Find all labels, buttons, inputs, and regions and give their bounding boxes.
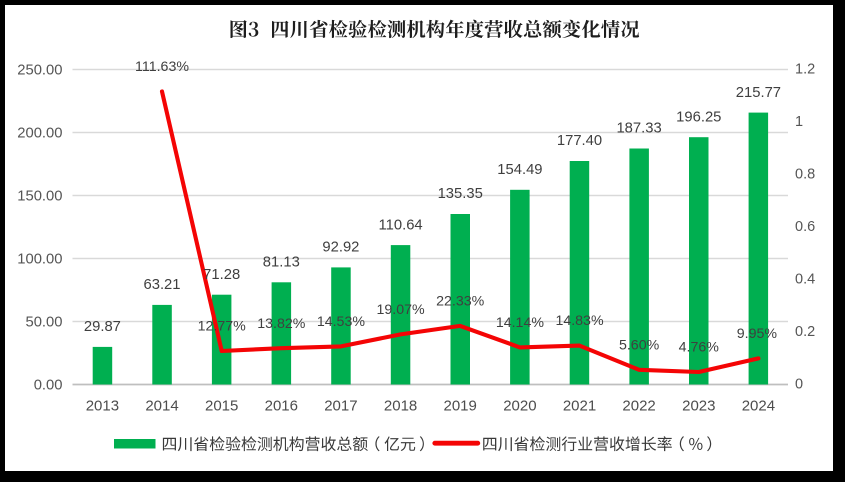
svg-text:0.4: 0.4 [795, 271, 815, 287]
svg-text:2017: 2017 [324, 398, 357, 415]
svg-text:14.53%: 14.53% [317, 314, 366, 330]
svg-text:19.07%: 19.07% [377, 302, 426, 318]
svg-text:2021: 2021 [563, 398, 596, 415]
svg-text:1.2: 1.2 [795, 61, 815, 77]
svg-text:2015: 2015 [205, 398, 238, 415]
svg-text:22.33%: 22.33% [436, 294, 485, 310]
svg-text:29.87: 29.87 [84, 319, 121, 335]
svg-text:0.6: 0.6 [795, 219, 815, 235]
svg-text:0.00: 0.00 [34, 378, 63, 394]
svg-text:14.83%: 14.83% [555, 313, 604, 329]
svg-text:71.28: 71.28 [203, 267, 240, 283]
svg-text:2019: 2019 [444, 398, 477, 415]
svg-text:2013: 2013 [86, 398, 119, 415]
svg-text:2014: 2014 [145, 398, 178, 415]
svg-text:215.77: 215.77 [736, 85, 781, 101]
svg-text:2018: 2018 [384, 398, 417, 415]
svg-text:4.76%: 4.76% [679, 340, 720, 356]
svg-text:150.00: 150.00 [17, 189, 62, 205]
svg-text:0.8: 0.8 [795, 166, 815, 182]
svg-text:250.00: 250.00 [17, 63, 62, 79]
svg-text:0: 0 [795, 376, 803, 392]
svg-text:14.14%: 14.14% [496, 315, 545, 331]
svg-text:63.21: 63.21 [143, 277, 180, 293]
svg-text:5.60%: 5.60% [619, 338, 660, 354]
svg-text:2016: 2016 [265, 398, 298, 415]
svg-text:81.13: 81.13 [263, 254, 300, 270]
svg-text:9.95%: 9.95% [737, 326, 778, 342]
svg-text:0.2: 0.2 [795, 324, 815, 340]
svg-text:187.33: 187.33 [616, 121, 661, 137]
svg-text:92.92: 92.92 [322, 240, 359, 256]
svg-text:2020: 2020 [503, 398, 536, 415]
svg-text:154.49: 154.49 [497, 162, 542, 178]
svg-text:177.40: 177.40 [557, 133, 602, 149]
svg-text:200.00: 200.00 [17, 126, 62, 142]
svg-text:50.00: 50.00 [25, 315, 62, 331]
svg-text:13.82%: 13.82% [257, 316, 306, 332]
svg-text:12.77%: 12.77% [198, 319, 247, 335]
svg-text:2024: 2024 [742, 398, 775, 415]
svg-text:2022: 2022 [622, 398, 655, 415]
svg-text:111.63%: 111.63% [135, 59, 189, 75]
svg-text:2023: 2023 [682, 398, 715, 415]
svg-text:196.25: 196.25 [676, 109, 721, 125]
svg-text:135.35: 135.35 [438, 186, 483, 202]
svg-text:1: 1 [795, 114, 803, 130]
svg-text:110.64: 110.64 [379, 217, 423, 233]
svg-text:100.00: 100.00 [17, 252, 62, 268]
